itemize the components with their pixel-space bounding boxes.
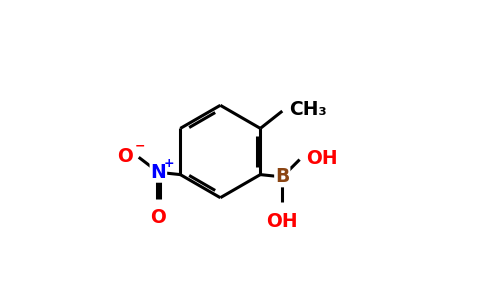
Text: +: + [164,157,174,170]
Text: N: N [151,163,166,182]
Text: −: − [135,140,145,153]
Text: B: B [275,167,289,186]
Text: OH: OH [267,212,298,231]
Text: OH: OH [306,149,338,168]
Text: O: O [151,208,166,227]
Text: O: O [117,147,133,166]
Text: CH₃: CH₃ [289,100,327,119]
